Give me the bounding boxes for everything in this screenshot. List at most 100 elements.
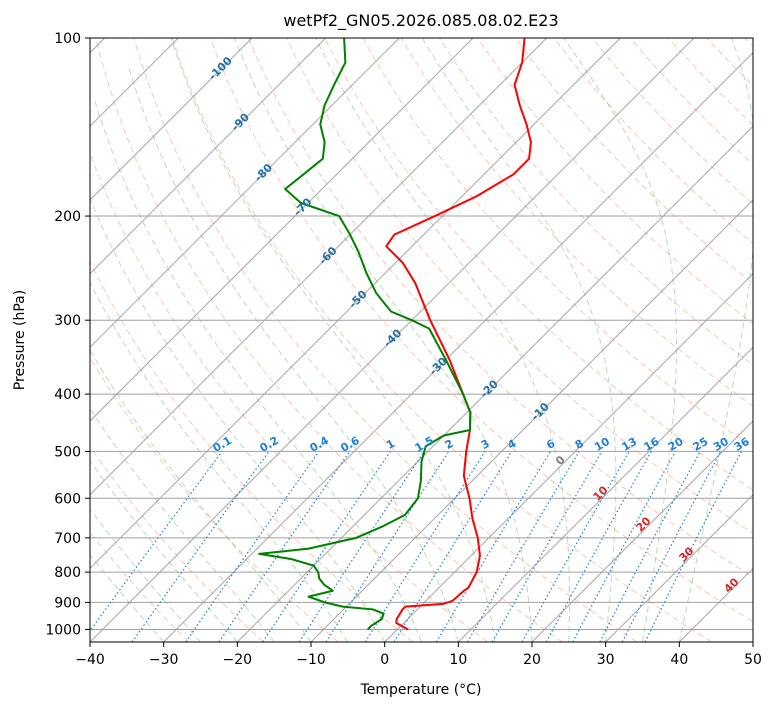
x-tick-label: 50 — [744, 652, 762, 668]
mixing-ratio-line — [435, 451, 552, 642]
moist-adiabat — [90, 281, 349, 642]
mixing-ratio-line — [90, 451, 223, 632]
isotherm-line — [457, 346, 753, 642]
dry-adiabat — [90, 151, 488, 642]
isotherm-line — [90, 38, 253, 201]
isotherm-label: -20 — [478, 377, 501, 400]
isotherm-line — [605, 493, 753, 642]
x-tick-label: −10 — [296, 652, 326, 668]
moist-adiabat-label: 30 — [677, 544, 697, 564]
moist-adiabat — [315, 38, 570, 642]
mixing-ratio-line — [545, 451, 652, 642]
mixing-ratio-line — [185, 451, 320, 642]
dewpoint-profile-line — [258, 38, 472, 631]
moist-adiabat-label: 20 — [634, 514, 654, 534]
dry-adiabat — [90, 445, 264, 642]
dry-adiabat — [706, 38, 753, 87]
mixing-ratio-label: 6 — [544, 437, 557, 452]
dry-adiabat — [477, 38, 753, 325]
axes: −40 −30 −20 −10 0 10 20 30 40 50 100 200 300 400 500 60… — [45, 31, 762, 668]
moist-adiabat — [94, 101, 422, 642]
y-tick-label: 300 — [54, 313, 81, 329]
mixing-ratio-label: 4 — [505, 437, 518, 452]
y-axis-title: Pressure (hPa) — [12, 290, 28, 390]
mixing-ratio-line — [262, 451, 391, 642]
x-tick-label: 20 — [523, 652, 541, 668]
plot-frame — [89, 37, 754, 643]
isotherm-line — [163, 51, 753, 642]
isotherm-line — [90, 38, 400, 349]
plot-area — [90, 38, 753, 642]
isotherm-line — [90, 38, 548, 496]
mixing-ratio-label: 3 — [479, 437, 492, 452]
mixing-ratio-line — [393, 451, 513, 642]
mixing-ratio-label: 1 — [384, 437, 397, 452]
y-tick-label: 900 — [54, 595, 81, 611]
y-tick-label: 1000 — [45, 622, 81, 638]
isotherm-line — [310, 199, 753, 642]
mixing-ratio-line — [621, 451, 722, 642]
dry-adiabat — [744, 38, 753, 48]
mixing-ratio-line — [298, 451, 425, 642]
moist-adiabat — [90, 197, 386, 642]
isotherm-line — [90, 38, 474, 422]
mixing-ratio-line — [572, 451, 677, 642]
isotherm-line — [90, 38, 695, 642]
isotherm-line — [384, 272, 753, 642]
moist-adiabat — [90, 459, 238, 642]
dry-adiabat — [90, 531, 190, 642]
moist-adiabat — [170, 38, 496, 642]
dry-adiabat — [400, 38, 753, 407]
moist-adiabat-label: 40 — [722, 575, 742, 595]
isotherm-line — [752, 641, 753, 642]
x-tick-label: 0 — [380, 652, 389, 668]
dry-adiabat — [171, 38, 712, 642]
dry-adiabat — [629, 38, 753, 165]
dry-adiabat — [515, 38, 753, 285]
y-tick-label: 600 — [54, 491, 81, 507]
temperature-profile-line — [385, 38, 532, 631]
x-tick-label: −30 — [149, 652, 179, 668]
y-tick-label: 100 — [54, 31, 81, 47]
y-tick-label: 200 — [54, 209, 81, 225]
mixing-ratio-line — [131, 451, 270, 642]
isotherm-line — [90, 38, 621, 570]
isotherm-label: -100 — [206, 54, 235, 83]
x-tick-label: −20 — [223, 652, 253, 668]
isotherm-label: -50 — [346, 288, 369, 311]
isotherm-line — [90, 38, 327, 275]
x-axis-title: Temperature (°C) — [360, 682, 482, 698]
dry-adiabat — [591, 38, 753, 205]
moist-adiabat-label: 10 — [591, 483, 611, 503]
isotherm-label: -80 — [252, 161, 275, 184]
dry-adiabat — [362, 38, 753, 449]
dry-adiabat — [133, 38, 638, 642]
isotherm-label: -10 — [529, 400, 552, 423]
y-tick-label: 400 — [54, 387, 81, 403]
x-tick-label: −40 — [75, 652, 105, 668]
moist-adiabat — [563, 38, 677, 642]
y-tick-label: 500 — [54, 444, 81, 460]
y-tick-label: 800 — [54, 565, 81, 581]
isotherm-line — [531, 420, 753, 642]
x-tick-label: 40 — [670, 652, 688, 668]
mixing-ratio-line — [466, 451, 580, 642]
x-tick-label: 30 — [597, 652, 615, 668]
dry-adiabat — [324, 38, 753, 491]
mixing-ratio-line — [521, 451, 630, 642]
dry-adiabat — [209, 38, 753, 623]
dry-adiabat — [553, 38, 753, 245]
y-tick-label: 700 — [54, 531, 81, 547]
moist-adiabat — [128, 66, 459, 642]
x-tick-label: 10 — [449, 652, 467, 668]
dry-adiabat — [95, 38, 563, 642]
mixing-ratio-line — [325, 451, 450, 642]
moist-adiabat — [421, 38, 617, 642]
mixing-ratio-line — [218, 451, 351, 642]
dry-adiabat — [286, 38, 753, 534]
isotherm-label: -90 — [229, 110, 252, 133]
moist-adiabat — [234, 38, 533, 642]
chart-title: wetPf2_GN05.2026.085.08.02.E23 — [283, 11, 558, 31]
isotherm-label: -40 — [381, 326, 404, 349]
